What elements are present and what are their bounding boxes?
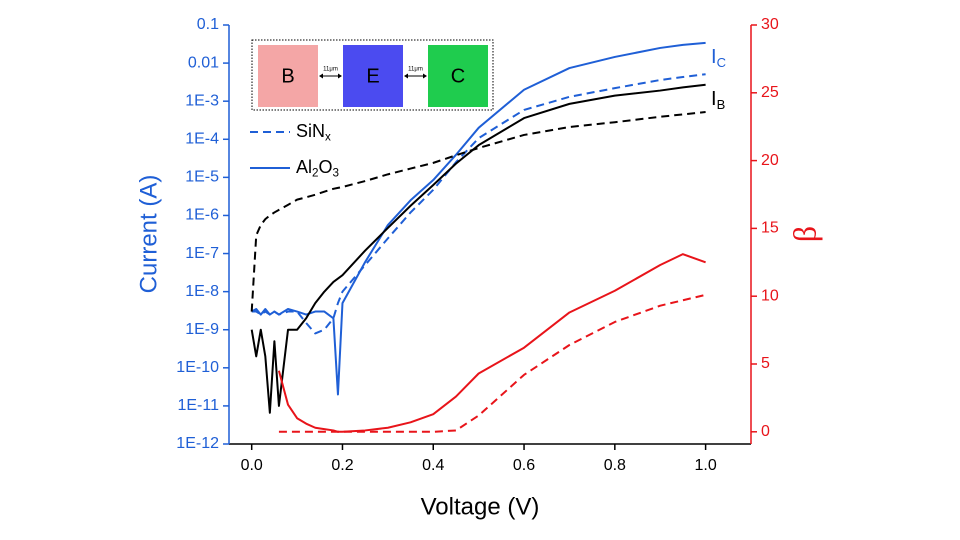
text-part: 3 <box>333 166 340 179</box>
inset-frame <box>251 39 494 111</box>
y2-axis-title: β <box>786 226 822 242</box>
y-tick-label: 1E-10 <box>176 359 219 376</box>
text-part: B <box>717 97 726 112</box>
x-tick-label: 0.8 <box>604 457 626 474</box>
inset-box-label: B <box>281 65 294 87</box>
x-tick-label: 1.0 <box>694 457 716 474</box>
curve-label: IC <box>711 46 726 70</box>
inset-box <box>428 45 488 107</box>
text-part: I <box>711 88 717 110</box>
y-tick-label: 1E-11 <box>177 397 219 414</box>
y-axis-title: Current (A) <box>135 175 162 294</box>
x-tick-label: 0.6 <box>513 457 535 474</box>
y-tick-label: 1E-6 <box>185 207 219 224</box>
text-part: O <box>319 157 333 177</box>
legend-label: SiNx <box>296 121 331 144</box>
data-line <box>277 253 706 433</box>
x-axis-title: Voltage (V) <box>421 493 540 520</box>
x-tick-label: 0.2 <box>331 457 353 474</box>
data-line <box>278 293 706 433</box>
data-line <box>251 41 706 396</box>
inset-box <box>343 45 403 107</box>
y2-tick-label: 10 <box>761 287 779 304</box>
y2-tick-label: 15 <box>761 220 779 237</box>
curve-label: IB <box>711 88 725 112</box>
y-tick-label: 0.01 <box>188 54 219 71</box>
text-part: SiN <box>296 121 325 141</box>
y-tick-label: 1E-9 <box>185 321 219 338</box>
data-line <box>250 111 706 312</box>
x-tick-label: 0.4 <box>422 457 444 474</box>
y2-tick-label: 20 <box>761 152 779 169</box>
y-tick-label: 1E-4 <box>185 130 219 147</box>
y-tick-label: 1E-7 <box>185 245 219 262</box>
text-part: x <box>325 130 331 143</box>
y-tick-label: 1E-3 <box>185 92 219 109</box>
y-tick-label: 0.1 <box>197 16 219 33</box>
text-part: 2 <box>312 166 319 179</box>
x-tick-label: 0.0 <box>241 457 263 474</box>
y-tick-label: 1E-5 <box>185 169 219 186</box>
inset-box <box>258 45 318 107</box>
y-tick-label: 1E-8 <box>185 283 219 300</box>
inset-box-label: C <box>451 65 465 87</box>
data-line <box>250 83 706 414</box>
legend-label: Al2O3 <box>296 157 339 180</box>
inset-box-label: E <box>366 65 379 87</box>
y2-tick-label: 0 <box>761 423 770 440</box>
text-part: C <box>717 55 726 70</box>
data-line <box>251 73 706 335</box>
y2-tick-label: 25 <box>761 84 779 101</box>
text-part: Al <box>296 157 312 177</box>
text-part: I <box>711 46 717 68</box>
y2-tick-label: 5 <box>761 355 770 372</box>
inset-gap-label: 11μm <box>408 67 423 73</box>
y2-tick-label: 30 <box>761 16 779 33</box>
inset-gap-label: 11μm <box>323 67 338 73</box>
y-tick-label: 1E-12 <box>176 435 219 452</box>
